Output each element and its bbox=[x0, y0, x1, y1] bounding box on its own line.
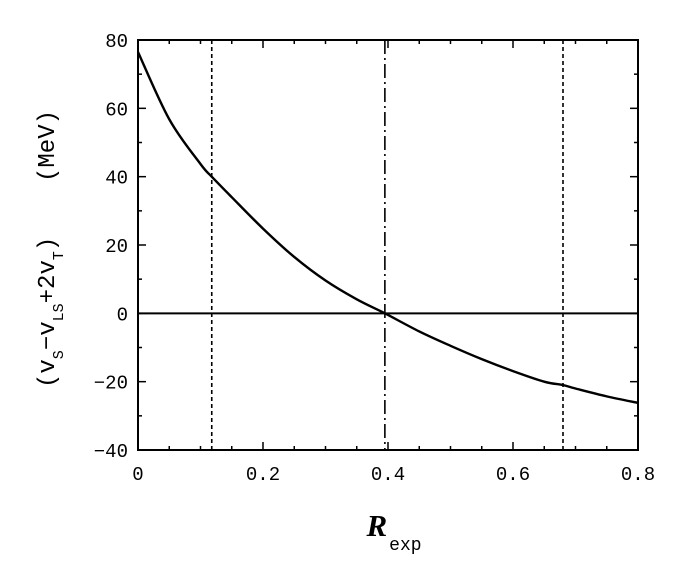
y-axis-title-part: +2v bbox=[35, 260, 62, 303]
y-axis-title-subscript: S bbox=[51, 350, 68, 359]
axis-titles: Rexp (vS−vLS+2vT) (MeV) bbox=[35, 110, 422, 556]
x-axis-title-main: R bbox=[365, 508, 387, 543]
y-axis-title-part: ) bbox=[35, 237, 62, 251]
y-tick-label: −20 bbox=[94, 373, 128, 395]
x-tick-label: 0.4 bbox=[371, 464, 405, 486]
plot-frame bbox=[137, 39, 639, 451]
y-axis-title-part: −v bbox=[35, 321, 62, 350]
series-line-0 bbox=[136, 51, 639, 405]
y-tick-label: 20 bbox=[105, 236, 128, 258]
x-tick-label: 0.6 bbox=[496, 464, 530, 486]
y-tick-label: 80 bbox=[105, 31, 128, 53]
x-tick-label: 0.2 bbox=[246, 464, 280, 486]
y-axis-title: (vS−vLS+2vT) bbox=[35, 237, 68, 388]
y-tick-label: 60 bbox=[105, 99, 128, 121]
x-axis-title-subscript: exp bbox=[389, 536, 421, 556]
y-axis-unit: (MeV) bbox=[35, 110, 62, 182]
y-axis-title-part: (v bbox=[35, 359, 62, 388]
x-tick-label: 0 bbox=[132, 464, 143, 486]
y-tick-label: −40 bbox=[94, 441, 128, 463]
y-tick-label: 40 bbox=[105, 168, 128, 190]
y-axis-title-subscript: T bbox=[51, 251, 68, 260]
x-axis-title: Rexp bbox=[365, 508, 421, 556]
x-tick-label: 0.8 bbox=[621, 464, 655, 486]
plot-area bbox=[136, 40, 639, 450]
y-axis-title-subscript: LS bbox=[51, 303, 68, 321]
tick-labels: 0 0.2 0.4 0.6 0.8 −40 −20 0 20 40 60 80 bbox=[94, 31, 655, 486]
y-tick-label: 0 bbox=[117, 304, 128, 326]
